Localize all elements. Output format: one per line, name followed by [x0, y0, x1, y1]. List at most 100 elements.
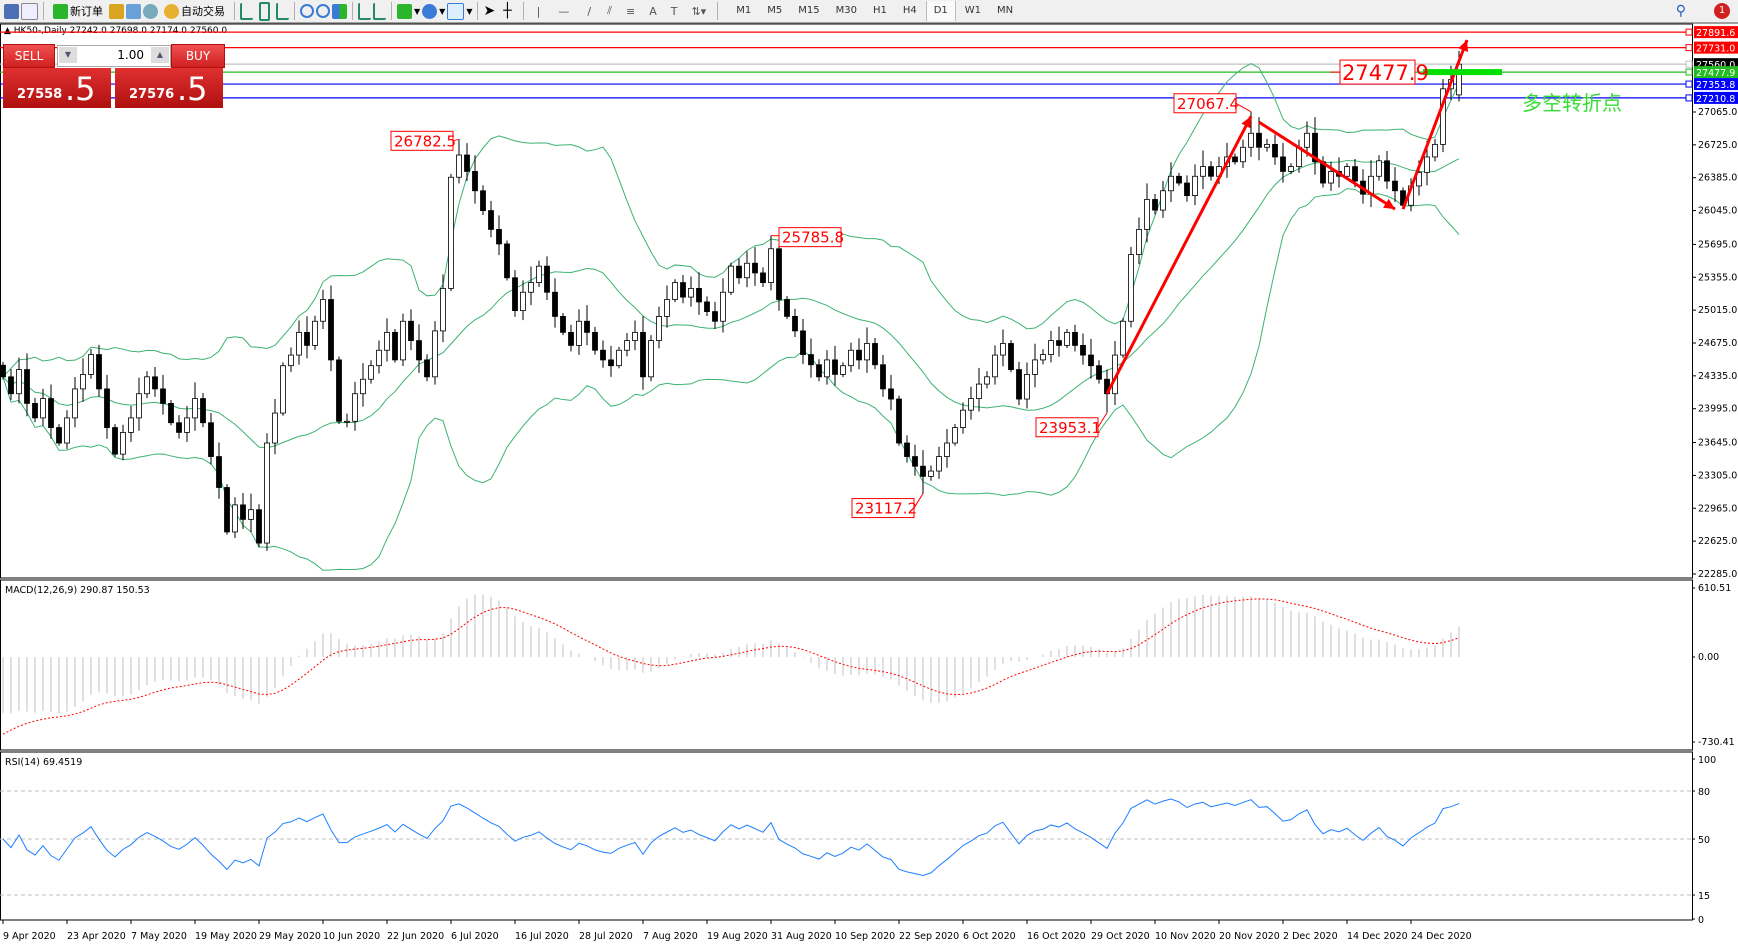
bearish-candle	[304, 331, 310, 346]
bearish-candle	[776, 248, 782, 300]
sell-price-button[interactable]: 27558 .5	[3, 68, 111, 108]
bearish-candle	[56, 427, 62, 444]
bearish-candle	[1280, 156, 1286, 172]
dropdown-arrow-icon[interactable]: ▼	[439, 6, 446, 16]
y-tick-label: 23305.0	[1698, 470, 1737, 481]
cursor-icon[interactable]: ➤	[483, 3, 496, 19]
chart-area[interactable]: ▲ HK50-,Daily 27242.0 27698.0 27174.0 27…	[0, 23, 1738, 945]
bullish-candle	[344, 420, 350, 423]
timeframe-m15[interactable]: M15	[798, 5, 820, 16]
buy-price-button[interactable]: 27576 .5	[115, 68, 223, 108]
indicators-icon[interactable]	[397, 3, 412, 19]
periods-clock-icon[interactable]	[422, 3, 438, 19]
text-label-icon[interactable]: T	[670, 4, 678, 18]
bearish-candle	[392, 331, 398, 361]
terminal-icon[interactable]	[126, 3, 141, 19]
bearish-candle	[408, 320, 414, 341]
text-icon[interactable]: A	[649, 4, 657, 18]
timeframe-m30[interactable]: M30	[835, 5, 857, 16]
lot-decrease-button[interactable]: ▼	[59, 47, 77, 63]
equidistant-channel-icon[interactable]: ⫽	[607, 4, 612, 17]
timeframe-w1[interactable]: W1	[964, 5, 982, 16]
search-icon[interactable]: ⚲	[1675, 3, 1686, 19]
arrowhead-icon	[1458, 39, 1469, 52]
bearish-candle	[568, 331, 574, 346]
tile-windows-icon[interactable]	[332, 3, 347, 19]
horizontal-line-icon[interactable]: —	[558, 4, 570, 18]
sell-button[interactable]: SELL	[3, 44, 55, 68]
timeframe-m1[interactable]: M1	[736, 5, 752, 16]
lot-size-input[interactable]: ▼ 1.00 ▲	[57, 45, 171, 67]
bearish-candle	[240, 504, 246, 520]
timeframe-h1[interactable]: H1	[872, 5, 887, 16]
templates-icon[interactable]	[447, 2, 465, 20]
y-tick-label: 24675.0	[1698, 338, 1737, 349]
bearish-candle	[1392, 180, 1398, 192]
zoom-in-icon[interactable]	[300, 4, 314, 18]
rsi-line	[2, 798, 1460, 877]
bullish-candle	[1264, 143, 1270, 148]
bearish-candle	[760, 272, 766, 283]
x-tick-label: 9 Apr 2020	[3, 931, 56, 942]
extreme-price-label: 23953.1	[1039, 419, 1101, 437]
bearish-candle	[152, 376, 158, 390]
metaeditor-icon[interactable]	[109, 3, 124, 19]
timeframe-h4[interactable]: H4	[902, 5, 917, 16]
signals-icon[interactable]	[143, 3, 158, 19]
extreme-label-box	[390, 130, 454, 151]
bullish-candle	[184, 417, 190, 433]
dropdown-arrow-icon[interactable]: ▼	[466, 6, 473, 16]
lot-increase-button[interactable]: ▲	[151, 47, 169, 63]
x-tick-label: 23 Apr 2020	[67, 931, 126, 942]
bearish-candle	[504, 243, 510, 279]
x-tick-label: 19 Aug 2020	[707, 931, 768, 942]
fibonacci-icon[interactable]: ≡	[625, 4, 636, 18]
zoom-out-icon[interactable]	[316, 4, 330, 18]
dropdown-arrow-icon[interactable]: ▼	[414, 6, 421, 16]
extreme-price-label: 27067.4	[1177, 95, 1239, 113]
line-chart-icon[interactable]	[276, 2, 289, 20]
y-tick-label: 22285.0	[1698, 569, 1737, 580]
timeframe-m5[interactable]: M5	[767, 5, 783, 16]
bullish-candle	[1168, 175, 1174, 192]
new-order-button[interactable]: 新订单	[49, 1, 107, 21]
bearish-candle	[8, 376, 14, 395]
crosshair-icon[interactable]: ┼	[503, 3, 512, 19]
candlestick-chart-icon[interactable]	[259, 1, 270, 21]
vertical-line-icon[interactable]: |	[536, 4, 541, 18]
arrows-icon[interactable]: ⇅▾	[691, 4, 707, 18]
price-line-label-bg	[1694, 26, 1738, 39]
divider	[477, 2, 479, 20]
rsi-label: RSI(14) 69.4519	[5, 757, 82, 768]
bullish-candle	[448, 176, 454, 289]
auto-trading-button[interactable]: 自动交易	[160, 1, 229, 21]
buy-button[interactable]: BUY	[171, 44, 225, 68]
bar-chart-icon[interactable]	[240, 2, 253, 20]
x-tick-label: 14 Dec 2020	[1347, 931, 1408, 942]
bearish-candle	[592, 331, 598, 351]
bearish-candle	[1096, 365, 1102, 380]
auto-scroll-icon[interactable]	[373, 2, 386, 20]
notification-badge[interactable]: 1	[1714, 3, 1730, 19]
bullish-candle	[312, 320, 318, 346]
bearish-candle	[96, 354, 102, 390]
x-tick-label: 24 Dec 2020	[1411, 931, 1472, 942]
timeframe-d1[interactable]: D1	[925, 1, 956, 21]
bearish-candle	[1152, 199, 1158, 211]
bullish-candle	[288, 354, 294, 367]
bearish-candle	[336, 359, 342, 422]
timeframe-mn[interactable]: MN	[997, 5, 1014, 16]
bullish-candle	[384, 331, 390, 351]
bearish-candle	[784, 299, 790, 317]
navigator-icon[interactable]	[21, 2, 38, 20]
extreme-label-box	[851, 498, 915, 519]
extreme-connector	[1097, 412, 1108, 428]
market-watch-icon[interactable]	[4, 3, 19, 19]
chart-shift-icon[interactable]	[358, 2, 371, 20]
trendline-icon[interactable]: /	[587, 4, 592, 18]
toolbar: 新订单 自动交易 ▼ ▼ ▼ ➤ ┼ | — / ⫽ ≡ A T ⇅▾ M1 M5…	[0, 0, 1738, 24]
bullish-candle	[432, 330, 438, 378]
price-line-label: 27731.0	[1696, 44, 1735, 55]
x-tick-label: 6 Jul 2020	[451, 931, 499, 942]
bullish-candle	[632, 331, 638, 341]
